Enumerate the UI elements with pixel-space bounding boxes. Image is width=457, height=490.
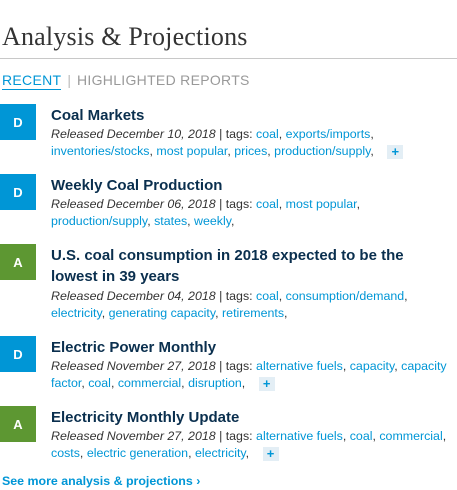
tag-link[interactable]: coal — [256, 289, 279, 303]
title-divider — [0, 58, 457, 59]
more-tags-button[interactable]: + — [262, 446, 279, 461]
report-meta: Released November 27, 2018 | tags: alter… — [51, 429, 447, 461]
tags-prefix: | tags: — [215, 127, 257, 141]
tag-link[interactable]: consumption/demand — [285, 289, 405, 303]
report-title-link[interactable]: Electricity Monthly Update — [51, 409, 240, 426]
released-date: Released December 06, 2018 — [51, 197, 216, 211]
report-type-badge: A — [0, 244, 36, 280]
report-meta: Released November 27, 2018 | tags: alter… — [51, 359, 447, 391]
report-type-badge: A — [0, 406, 36, 442]
report-title-link[interactable]: Electric Power Monthly — [51, 339, 217, 356]
tag-link[interactable]: prices — [234, 144, 268, 158]
report-title-link[interactable]: Weekly Coal Production — [51, 177, 223, 194]
report-title-link[interactable]: Coal Markets — [51, 107, 145, 124]
tag-link[interactable]: electricity — [51, 306, 102, 320]
released-date: Released November 27, 2018 — [51, 359, 216, 373]
tag-link[interactable]: production/supply — [274, 144, 371, 158]
tag-link[interactable]: coal — [256, 127, 279, 141]
report-meta: Released December 06, 2018 | tags: coal,… — [51, 197, 361, 228]
tab-recent[interactable]: RECENT — [2, 72, 62, 90]
section-title: Analysis & Projections — [2, 22, 248, 51]
tag-link[interactable]: coal — [88, 376, 111, 390]
tag-link[interactable]: weekly — [194, 214, 232, 228]
tag-link[interactable]: states — [154, 214, 188, 228]
tab-separator: | — [67, 72, 71, 88]
more-tags-button[interactable]: + — [387, 144, 404, 159]
tag-link[interactable]: retirements — [222, 306, 285, 320]
report-meta: Released December 04, 2018 | tags: coal,… — [51, 289, 408, 320]
tag-link[interactable]: coal — [349, 429, 373, 443]
tag-link[interactable]: electric generation — [86, 446, 189, 460]
tag-link[interactable]: electricity — [194, 446, 246, 460]
tag-link[interactable]: disruption — [188, 376, 242, 390]
report-title-link[interactable]: U.S. coal consumption in 2018 expected t… — [51, 247, 404, 285]
tag-link[interactable]: coal — [256, 197, 279, 211]
tag-link[interactable]: capacity factor — [51, 359, 447, 390]
tag-link[interactable]: commercial — [379, 429, 443, 443]
tag-link[interactable]: capacity — [349, 359, 395, 373]
report-type-badge: D — [0, 336, 36, 372]
released-date: Released November 27, 2018 — [51, 429, 216, 443]
tag-link[interactable]: most popular — [285, 197, 357, 211]
report-meta: Released December 10, 2018 | tags: coal,… — [51, 126, 455, 160]
more-tags-button[interactable]: + — [258, 376, 275, 391]
tags-prefix: | tags: — [215, 359, 257, 373]
report-tabs: RECENT | HIGHLIGHTED REPORTS — [2, 72, 250, 90]
tag-link[interactable]: generating capacity — [108, 306, 216, 320]
released-date: Released December 10, 2018 — [51, 127, 216, 141]
tag-link[interactable]: commercial — [117, 376, 182, 390]
released-date: Released December 04, 2018 — [51, 289, 216, 303]
tag-link[interactable]: exports/imports — [285, 127, 371, 141]
tag-link[interactable]: alternative fuels — [256, 429, 343, 443]
tags-prefix: | tags: — [215, 289, 257, 303]
tags-prefix: | tags: — [215, 429, 257, 443]
tags-prefix: | tags: — [215, 197, 257, 211]
report-type-badge: D — [0, 104, 36, 140]
report-type-badge: D — [0, 174, 36, 210]
tag-link[interactable]: inventories/stocks — [51, 144, 150, 158]
tag-link[interactable]: production/supply — [51, 214, 148, 228]
tag-link[interactable]: costs — [51, 446, 80, 460]
see-more-link[interactable]: See more analysis & projections › — [2, 474, 201, 488]
tag-link[interactable]: most popular — [156, 144, 228, 158]
tag-link[interactable]: alternative fuels — [256, 359, 343, 373]
tab-highlighted-reports[interactable]: HIGHLIGHTED REPORTS — [77, 72, 250, 88]
